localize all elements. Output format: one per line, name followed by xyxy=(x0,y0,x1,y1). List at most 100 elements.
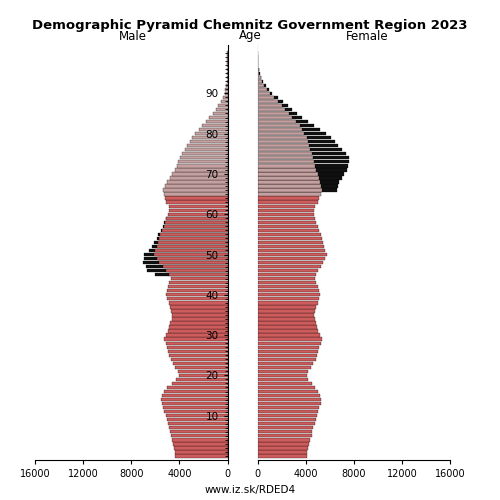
Bar xyxy=(187,144,228,148)
Bar xyxy=(162,188,228,192)
Bar xyxy=(258,390,318,393)
Bar xyxy=(172,318,228,320)
Bar xyxy=(171,358,228,361)
Bar xyxy=(258,152,312,156)
Bar xyxy=(258,301,318,304)
Bar xyxy=(258,92,270,95)
Bar xyxy=(156,249,228,252)
Bar xyxy=(258,100,278,103)
Bar xyxy=(168,330,228,332)
Bar xyxy=(258,144,338,148)
Bar xyxy=(258,285,318,288)
Bar xyxy=(258,120,296,123)
Bar xyxy=(182,152,228,156)
Bar xyxy=(170,305,228,308)
Bar xyxy=(146,265,228,268)
Bar xyxy=(176,378,228,381)
Bar xyxy=(170,322,228,324)
Bar xyxy=(258,273,316,276)
Bar xyxy=(175,450,228,454)
Bar xyxy=(168,285,228,288)
Bar xyxy=(258,228,319,232)
Bar xyxy=(162,394,228,397)
Bar xyxy=(227,76,228,79)
Bar xyxy=(258,96,274,99)
Bar xyxy=(258,326,317,328)
Bar xyxy=(258,124,300,127)
Bar xyxy=(195,132,228,136)
Bar xyxy=(258,261,323,264)
Bar xyxy=(258,378,308,381)
Bar xyxy=(258,88,267,91)
Bar xyxy=(163,224,228,228)
Bar xyxy=(258,297,319,300)
Bar xyxy=(175,366,228,369)
Bar xyxy=(258,144,309,148)
Bar xyxy=(258,410,318,414)
Bar xyxy=(166,386,228,389)
Bar xyxy=(170,176,228,180)
Bar xyxy=(213,112,228,115)
Bar xyxy=(168,422,228,426)
Bar xyxy=(258,104,281,107)
Text: Male: Male xyxy=(118,30,146,43)
Bar xyxy=(258,188,337,192)
Bar xyxy=(162,228,228,232)
Bar xyxy=(154,273,228,276)
Bar xyxy=(258,220,316,224)
Bar xyxy=(258,124,314,127)
Bar xyxy=(168,297,228,300)
Bar xyxy=(258,132,304,136)
Bar xyxy=(258,188,322,192)
Bar xyxy=(258,305,316,308)
Bar xyxy=(158,232,228,236)
Bar xyxy=(258,156,313,160)
Bar xyxy=(158,241,228,244)
Bar xyxy=(258,430,312,434)
Bar xyxy=(163,406,228,409)
Bar xyxy=(258,164,348,168)
Bar xyxy=(258,160,314,164)
Bar xyxy=(177,164,228,168)
Bar xyxy=(221,100,228,103)
Bar xyxy=(258,76,260,79)
Bar xyxy=(258,148,342,152)
Bar xyxy=(258,136,331,140)
Bar xyxy=(258,160,349,164)
Bar xyxy=(258,382,312,385)
Bar xyxy=(258,96,278,99)
Bar xyxy=(170,430,228,434)
Bar xyxy=(160,232,228,236)
Bar xyxy=(258,80,263,83)
Bar xyxy=(171,434,228,438)
Bar xyxy=(178,160,228,164)
Bar xyxy=(258,236,322,240)
Bar xyxy=(258,84,266,87)
Bar xyxy=(223,96,228,99)
Bar xyxy=(168,180,228,184)
Bar xyxy=(172,438,228,442)
Bar xyxy=(258,265,320,268)
Bar xyxy=(258,224,318,228)
Bar xyxy=(258,406,320,409)
Bar xyxy=(172,314,228,316)
Bar xyxy=(174,168,228,172)
Bar xyxy=(166,418,228,422)
Bar xyxy=(258,398,322,401)
Bar xyxy=(258,216,316,220)
Bar xyxy=(258,136,307,140)
Bar xyxy=(226,88,228,91)
Bar xyxy=(258,148,310,152)
Bar xyxy=(190,140,228,143)
Bar xyxy=(258,418,316,422)
Bar xyxy=(258,386,316,389)
Bar xyxy=(218,104,228,107)
Bar xyxy=(258,374,307,377)
Bar xyxy=(258,362,314,365)
Bar xyxy=(258,322,316,324)
Bar xyxy=(154,241,228,244)
Bar xyxy=(258,442,309,446)
Bar xyxy=(258,450,308,454)
Bar xyxy=(258,330,318,332)
Bar xyxy=(258,172,344,176)
